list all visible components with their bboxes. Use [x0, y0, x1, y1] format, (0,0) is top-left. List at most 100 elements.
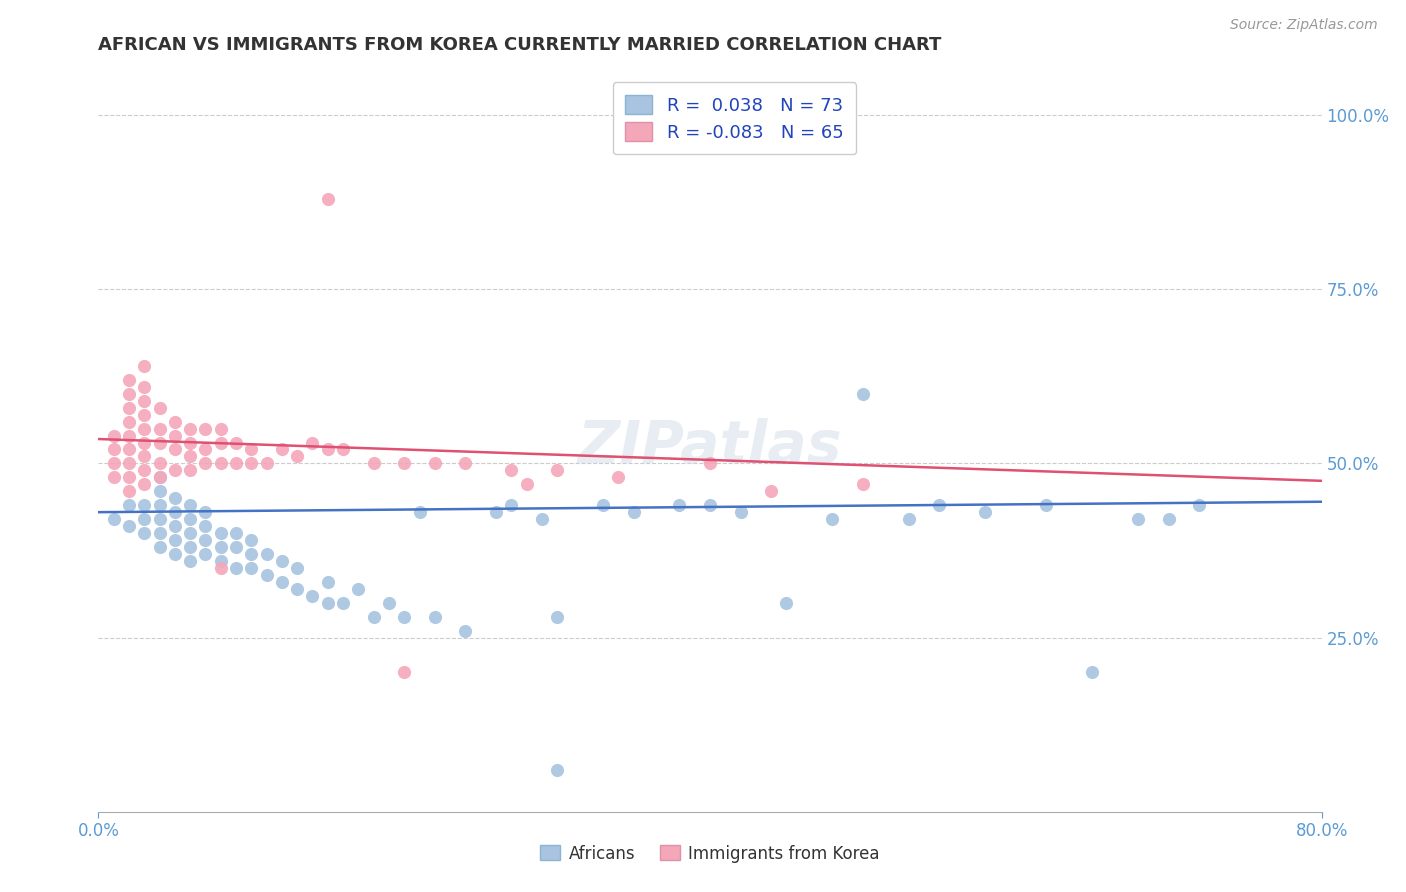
Point — [699, 498, 721, 512]
Point — [285, 582, 308, 596]
Point — [179, 512, 201, 526]
Point — [256, 567, 278, 582]
Point — [163, 491, 186, 506]
Point — [501, 463, 523, 477]
Point — [392, 457, 416, 471]
Point — [134, 477, 156, 491]
Point — [285, 450, 308, 464]
Point — [209, 540, 232, 554]
Point — [134, 450, 156, 464]
Point — [699, 457, 721, 471]
Point — [179, 526, 201, 541]
Point — [285, 561, 308, 575]
Point — [316, 192, 339, 206]
Point — [194, 442, 217, 457]
Point — [974, 505, 997, 519]
Point — [134, 463, 156, 477]
Point — [134, 359, 156, 373]
Point — [118, 415, 141, 429]
Point — [363, 609, 385, 624]
Legend: Africans, Immigrants from Korea: Africans, Immigrants from Korea — [533, 838, 887, 869]
Point — [516, 477, 538, 491]
Point — [423, 609, 446, 624]
Point — [118, 498, 141, 512]
Point — [225, 540, 247, 554]
Point — [163, 428, 186, 442]
Point — [163, 463, 186, 477]
Point — [149, 512, 172, 526]
Point — [103, 428, 125, 442]
Point — [134, 526, 156, 541]
Point — [134, 498, 156, 512]
Point — [256, 457, 278, 471]
Point — [240, 561, 263, 575]
Point — [485, 505, 508, 519]
Point — [179, 540, 201, 554]
Point — [209, 435, 232, 450]
Point — [316, 596, 339, 610]
Point — [103, 457, 125, 471]
Point — [240, 533, 263, 547]
Point — [592, 498, 614, 512]
Point — [852, 386, 875, 401]
Point — [423, 457, 446, 471]
Point — [301, 589, 323, 603]
Point — [134, 435, 156, 450]
Point — [149, 526, 172, 541]
Point — [163, 505, 186, 519]
Point — [118, 428, 141, 442]
Point — [179, 498, 201, 512]
Point — [149, 484, 172, 499]
Point — [118, 373, 141, 387]
Point — [149, 498, 172, 512]
Point — [256, 547, 278, 561]
Point — [332, 442, 354, 457]
Point — [225, 457, 247, 471]
Point — [209, 554, 232, 568]
Point — [607, 470, 630, 484]
Point — [118, 484, 141, 499]
Point — [530, 512, 553, 526]
Point — [759, 484, 782, 499]
Point — [270, 554, 292, 568]
Point — [179, 554, 201, 568]
Point — [194, 519, 217, 533]
Point — [332, 596, 354, 610]
Text: ZIPatlas: ZIPatlas — [578, 417, 842, 475]
Point — [179, 435, 201, 450]
Point — [194, 547, 217, 561]
Point — [149, 457, 172, 471]
Point — [118, 401, 141, 415]
Point — [194, 457, 217, 471]
Text: Source: ZipAtlas.com: Source: ZipAtlas.com — [1230, 18, 1378, 32]
Point — [378, 596, 401, 610]
Point — [194, 533, 217, 547]
Point — [852, 477, 875, 491]
Point — [149, 421, 172, 435]
Point — [928, 498, 950, 512]
Point — [209, 561, 232, 575]
Point — [149, 470, 172, 484]
Point — [546, 609, 568, 624]
Point — [179, 421, 201, 435]
Point — [134, 380, 156, 394]
Point — [1188, 498, 1211, 512]
Point — [209, 421, 232, 435]
Point — [270, 442, 292, 457]
Point — [149, 470, 172, 484]
Point — [194, 421, 217, 435]
Point — [821, 512, 844, 526]
Point — [392, 609, 416, 624]
Point — [134, 408, 156, 422]
Point — [134, 393, 156, 408]
Point — [163, 519, 186, 533]
Point — [363, 457, 385, 471]
Point — [546, 763, 568, 777]
Point — [623, 505, 645, 519]
Point — [1157, 512, 1180, 526]
Point — [163, 547, 186, 561]
Point — [163, 442, 186, 457]
Point — [149, 401, 172, 415]
Point — [179, 450, 201, 464]
Point — [225, 561, 247, 575]
